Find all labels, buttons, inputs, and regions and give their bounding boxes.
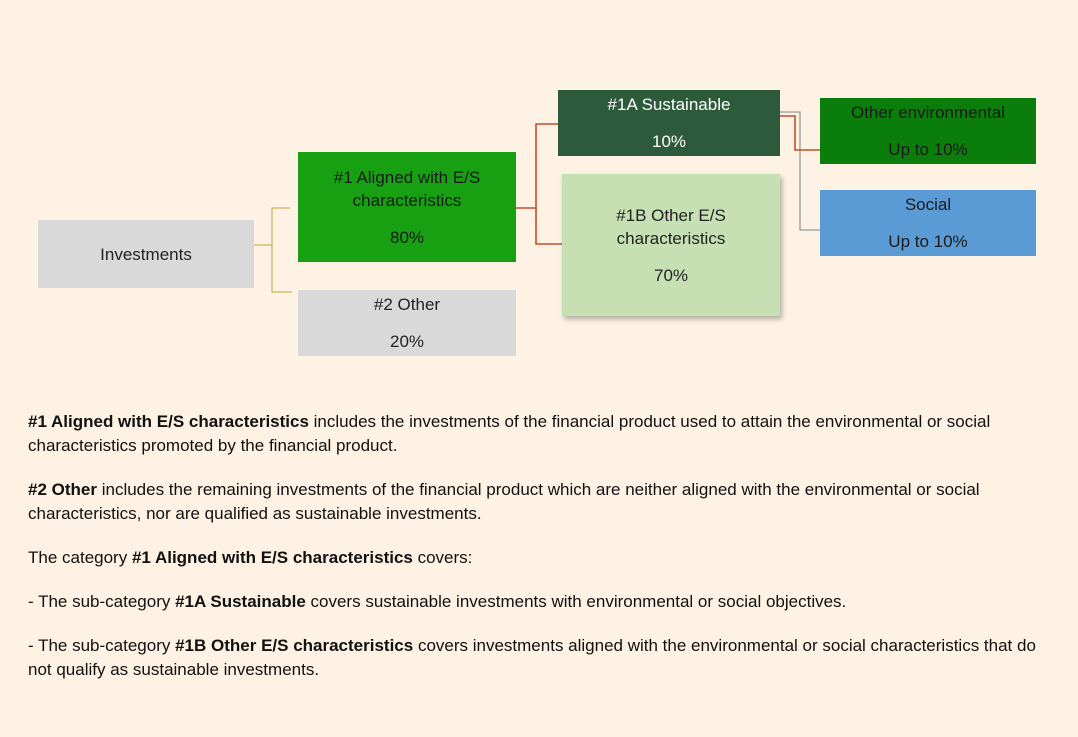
- node: #1B Other E/S characteristics 70%: [562, 174, 780, 316]
- text: - The sub-category: [28, 636, 176, 655]
- bold-term: #1B Other E/S characteristics: [175, 636, 414, 655]
- connector: [516, 123, 558, 209]
- node-value: 20%: [389, 332, 425, 351]
- paragraph: The category #1 Aligned with E/S charact…: [28, 546, 1058, 570]
- node: Other environmental Up to 10%: [820, 98, 1036, 164]
- connectors: [254, 111, 820, 293]
- node-value: Up to 10%: [888, 232, 968, 251]
- connector: [780, 115, 820, 151]
- bold-term: #1A Sustainable: [175, 592, 306, 611]
- bold-term: #1 Aligned with E/S characteristics: [131, 548, 413, 567]
- connector: [535, 208, 562, 245]
- bold-term: #1 Aligned with E/S characteristics: [28, 412, 309, 431]
- paragraph: - The sub-category #1B Other E/S charact…: [28, 634, 1058, 682]
- node-label: Investments: [100, 244, 192, 264]
- node-value: 70%: [653, 265, 689, 285]
- node: #2 Other 20%: [298, 290, 516, 356]
- text: covers investments aligned with the envi…: [28, 636, 1036, 679]
- paragraph: - The sub-category #1A Sustainable cover…: [28, 590, 1058, 614]
- node-value: 80%: [389, 227, 425, 247]
- description: #1 Aligned with E/S characteristics incl…: [28, 410, 1058, 702]
- node-label: #1A Sustainable: [607, 95, 731, 114]
- node-label: #2 Other: [373, 295, 441, 314]
- node: Investments: [38, 220, 254, 288]
- node: #1A Sustainable 10%: [558, 90, 780, 156]
- node: #1 Aligned with E/S characteristics 80%: [298, 152, 516, 262]
- node-label: Social: [904, 195, 952, 214]
- paragraph: #1 Aligned with E/S characteristics incl…: [28, 410, 1058, 458]
- node: Social Up to 10%: [820, 190, 1036, 256]
- text: The category: [28, 548, 132, 567]
- node-label: #1B Other E/S characteristics: [616, 205, 726, 248]
- text: - The sub-category: [28, 592, 176, 611]
- paragraph: #2 Other includes the remaining investme…: [28, 478, 1058, 526]
- text: covers:: [412, 548, 473, 567]
- node-label: Other environmental: [850, 103, 1006, 122]
- node-value: Up to 10%: [888, 140, 968, 159]
- connector: [271, 245, 292, 293]
- node-label: #1 Aligned with E/S characteristics: [333, 167, 481, 210]
- bold-term: #2 Other: [28, 480, 97, 499]
- text: includes the investments of the financia…: [28, 412, 991, 455]
- connector: [254, 207, 290, 246]
- text: includes the remaining investments of th…: [28, 480, 980, 523]
- text: covers sustainable investments with envi…: [305, 592, 847, 611]
- connector: [780, 111, 820, 231]
- node-value: 10%: [651, 132, 687, 151]
